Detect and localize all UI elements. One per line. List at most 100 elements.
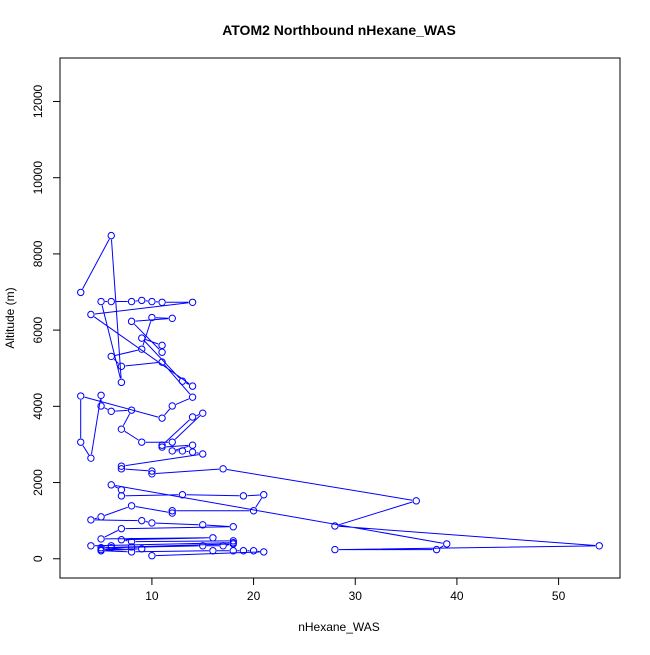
chart-title: ATOM2 Northbound nHexane_WAS xyxy=(222,22,456,38)
data-point xyxy=(97,544,105,552)
data-point xyxy=(260,491,268,499)
data-point xyxy=(87,516,95,524)
data-point xyxy=(412,497,420,505)
data-point xyxy=(107,544,115,552)
data-point xyxy=(127,548,136,556)
data-point xyxy=(229,523,237,531)
data-point xyxy=(188,393,197,401)
data-point xyxy=(158,414,166,422)
y-tick-label: 4000 xyxy=(31,393,45,420)
data-point xyxy=(168,438,176,446)
data-point xyxy=(117,465,126,473)
data-point xyxy=(87,542,95,550)
data-point xyxy=(107,352,115,361)
x-axis-label: nHexane_WAS xyxy=(298,620,380,634)
data-point xyxy=(97,402,105,410)
data-point xyxy=(138,545,146,553)
data-point xyxy=(107,542,115,550)
data-point xyxy=(188,413,197,421)
data-point xyxy=(239,547,248,555)
data-point xyxy=(331,545,339,554)
data-point xyxy=(138,334,146,342)
data-point xyxy=(199,450,207,458)
data-point xyxy=(97,535,105,543)
data-point xyxy=(199,542,207,550)
data-point xyxy=(188,448,197,456)
data-point xyxy=(97,391,105,399)
data-point xyxy=(138,438,146,446)
y-axis-label: Altitude (m) xyxy=(3,287,17,348)
data-point xyxy=(148,519,156,527)
data-point xyxy=(249,547,258,555)
x-tick-label: 30 xyxy=(349,589,363,603)
data-point xyxy=(199,409,207,417)
data-point xyxy=(127,317,136,326)
y-tick-label: 12000 xyxy=(31,84,45,118)
data-point xyxy=(107,297,115,306)
y-tick-label: 0 xyxy=(31,555,45,562)
data-point xyxy=(219,542,227,550)
data-point xyxy=(127,502,136,510)
data-point xyxy=(127,543,136,551)
data-point xyxy=(148,470,156,478)
data-point xyxy=(107,407,115,415)
data-point xyxy=(239,492,248,500)
data-point xyxy=(77,288,85,297)
y-tick-label: 8000 xyxy=(31,240,45,267)
data-point xyxy=(117,425,126,433)
data-point xyxy=(97,513,105,521)
data-point xyxy=(138,345,146,353)
y-tick-label: 6000 xyxy=(31,316,45,343)
data-point xyxy=(443,540,451,548)
data-point xyxy=(331,522,339,530)
x-tick-label: 50 xyxy=(552,589,566,603)
data-point xyxy=(229,537,237,545)
data-point xyxy=(87,310,95,319)
data-point xyxy=(219,465,227,473)
x-tick-label: 40 xyxy=(450,589,464,603)
data-point xyxy=(168,314,176,323)
y-tick-label: 10000 xyxy=(31,161,45,195)
x-tick-label: 10 xyxy=(145,589,159,603)
data-point xyxy=(148,552,156,560)
data-point xyxy=(229,547,237,555)
y-tick-label: 2000 xyxy=(31,469,45,496)
data-point xyxy=(107,481,115,489)
data-point xyxy=(77,438,85,446)
data-line xyxy=(80,238,596,557)
data-point xyxy=(188,298,197,307)
data-point xyxy=(148,313,156,322)
data-point xyxy=(158,358,166,366)
data-point xyxy=(107,231,115,240)
data-point xyxy=(199,521,207,529)
data-point xyxy=(117,462,126,470)
data-point xyxy=(87,454,95,462)
data-point xyxy=(168,447,176,455)
data-point xyxy=(188,382,197,390)
data-point xyxy=(77,392,85,400)
data-point xyxy=(117,378,126,387)
data-point xyxy=(178,377,187,385)
data-point xyxy=(249,507,258,515)
data-point xyxy=(158,441,166,449)
data-point xyxy=(97,547,105,555)
x-tick-label: 20 xyxy=(247,589,261,603)
data-point xyxy=(138,296,146,305)
data-point xyxy=(168,507,176,515)
data-point xyxy=(595,542,603,550)
data-point xyxy=(117,524,126,533)
data-point xyxy=(148,467,156,475)
data-point xyxy=(117,492,126,500)
data-point xyxy=(127,537,136,546)
data-point xyxy=(178,491,187,499)
data-point xyxy=(432,545,441,554)
data-point xyxy=(260,548,268,556)
data-point xyxy=(158,298,166,307)
data-point xyxy=(127,406,136,414)
data-point xyxy=(117,536,126,544)
data-point xyxy=(158,348,166,356)
data-point xyxy=(209,534,217,542)
